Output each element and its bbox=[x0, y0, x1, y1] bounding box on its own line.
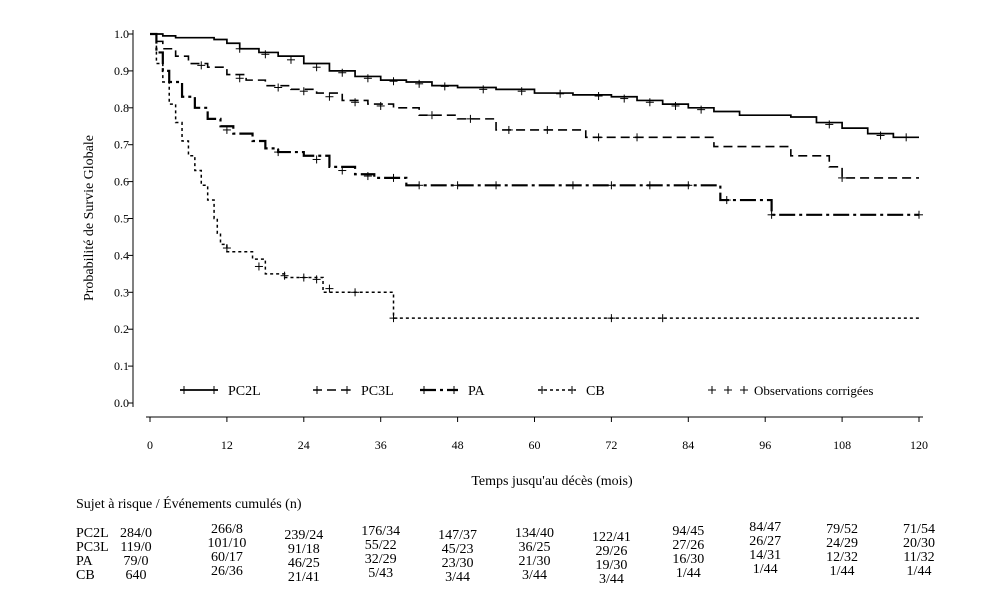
risk-cell-pc3l: 24/29 bbox=[826, 536, 859, 551]
series-pa bbox=[150, 32, 923, 219]
risk-row-label-pc2l: PC2L bbox=[76, 526, 109, 541]
y-axis-label: Probabilité de Survie Globale bbox=[82, 135, 97, 301]
risk-cell-pc3l: 26/27 bbox=[749, 534, 782, 549]
y-tick-label: 0.4 bbox=[114, 248, 129, 262]
y-tick-label: 0.8 bbox=[114, 101, 129, 115]
y-tick-label: 0.5 bbox=[114, 212, 129, 226]
x-axis-label: Temps jusqu'au décès (mois) bbox=[471, 474, 633, 489]
risk-cell-cb: 1/44 bbox=[675, 566, 701, 581]
risk-cell-cb: 640 bbox=[125, 568, 147, 583]
risk-table-title: Sujet à risque / Événements cumulés (n) bbox=[76, 497, 302, 512]
x-tick-label: 60 bbox=[529, 438, 541, 452]
risk-row-label-pa: PA bbox=[76, 554, 93, 569]
y-tick-label: 0.7 bbox=[114, 138, 129, 152]
survival-curve-pa bbox=[150, 32, 919, 216]
y-tick-label: 0.0 bbox=[114, 396, 129, 410]
risk-cell-pc2l: 134/40 bbox=[515, 526, 554, 541]
risk-cell-pc2l: 71/54 bbox=[903, 522, 935, 537]
risk-cell-pc3l: 55/22 bbox=[364, 538, 397, 553]
risk-cell-pa: 21/30 bbox=[518, 554, 551, 569]
survival-curve-cb bbox=[150, 33, 919, 319]
axes: 0.0 0.1 0.2 0.3 0.4 0.5 0.6 0.7 0.8 0.9 1.0 0 12 24 36… bbox=[114, 27, 928, 452]
x-tick-label: 24 bbox=[298, 438, 310, 452]
risk-cell-pc3l: 20/30 bbox=[903, 536, 935, 551]
legend-label-censored: Observations corrigées bbox=[754, 383, 874, 398]
survival-chart: 0.0 0.1 0.2 0.3 0.4 0.5 0.6 0.7 0.8 0.9 1.0 0 12 24 36… bbox=[82, 27, 928, 489]
x-tick-label: 108 bbox=[833, 438, 851, 452]
y-tick-label: 0.6 bbox=[114, 175, 129, 189]
risk-cell-pa: 32/29 bbox=[364, 552, 397, 567]
risk-cell-cb: 5/43 bbox=[368, 566, 394, 581]
risk-cell-cb: 26/36 bbox=[210, 564, 243, 579]
risk-cell-pc2l: 84/47 bbox=[749, 520, 782, 535]
risk-cell-pa: 60/17 bbox=[210, 550, 243, 565]
y-tick-label: 0.1 bbox=[114, 359, 129, 373]
series-pc2l bbox=[150, 33, 919, 142]
x-tick-label: 96 bbox=[759, 438, 771, 452]
risk-cell-pc3l: 91/18 bbox=[287, 542, 320, 557]
legend-label-pc3l: PC3L bbox=[361, 384, 394, 399]
legend-label-cb: CB bbox=[586, 384, 605, 399]
risk-cell-cb: 1/44 bbox=[906, 564, 932, 579]
legend-label-pa: PA bbox=[468, 384, 486, 399]
survival-curve-pc2l bbox=[150, 33, 919, 139]
series-layer bbox=[150, 32, 923, 323]
risk-cell-cb: 3/44 bbox=[522, 568, 547, 583]
risk-cell-cb: 3/44 bbox=[598, 572, 624, 587]
risk-cell-pc3l: 36/25 bbox=[518, 540, 551, 555]
x-tick-label: 12 bbox=[221, 438, 233, 452]
risk-cell-cb: 3/44 bbox=[445, 570, 471, 585]
x-tick-label: 84 bbox=[682, 438, 694, 452]
risk-cell-cb: 1/44 bbox=[752, 562, 778, 577]
risk-cell-pc2l: 79/52 bbox=[826, 522, 859, 537]
risk-cell-pa: 79/0 bbox=[123, 554, 149, 569]
risk-cell-cb: 21/41 bbox=[287, 570, 320, 585]
x-tick-label: 48 bbox=[452, 438, 464, 452]
risk-cell-pc3l: 27/26 bbox=[672, 538, 705, 553]
risk-cell-pa: 12/32 bbox=[826, 550, 859, 565]
risk-cell-pa: 16/30 bbox=[672, 552, 705, 567]
risk-cell-pa: 19/30 bbox=[595, 558, 628, 573]
x-tick-label: 0 bbox=[147, 438, 153, 452]
x-tick-label: 120 bbox=[910, 438, 928, 452]
risk-cell-pa: 23/30 bbox=[441, 556, 474, 571]
risk-cell-cb: 1/44 bbox=[829, 564, 855, 579]
risk-cell-pa: 14/31 bbox=[749, 548, 782, 563]
y-tick-label: 0.2 bbox=[114, 322, 129, 336]
risk-cell-pc2l: 94/45 bbox=[672, 524, 705, 539]
legend: PC2L PC3L PA CB Observations corrigées bbox=[180, 383, 874, 399]
series-cb bbox=[150, 33, 919, 323]
x-tick-label: 72 bbox=[605, 438, 617, 452]
risk-cell-pc3l: 101/10 bbox=[207, 536, 247, 551]
risk-cell-pc3l: 45/23 bbox=[441, 542, 474, 557]
y-tick-label: 1.0 bbox=[114, 27, 129, 41]
risk-cell-pc2l: 239/24 bbox=[284, 528, 324, 543]
series-pc3l bbox=[150, 33, 919, 182]
risk-row-label-pc3l: PC3L bbox=[76, 540, 109, 555]
y-tick-label: 0.3 bbox=[114, 285, 129, 299]
risk-row-label-cb: CB bbox=[76, 568, 95, 583]
risk-cell-pc2l: 122/41 bbox=[591, 530, 631, 545]
legend-label-pc2l: PC2L bbox=[228, 384, 261, 399]
risk-cell-pc2l: 176/34 bbox=[361, 524, 401, 539]
risk-cell-pc3l: 29/26 bbox=[595, 544, 628, 559]
risk-cell-pc2l: 266/8 bbox=[210, 522, 243, 537]
risk-cell-pa: 46/25 bbox=[287, 556, 320, 571]
y-tick-label: 0.9 bbox=[114, 64, 129, 78]
x-tick-label: 36 bbox=[375, 438, 387, 452]
risk-cell-pc3l: 119/0 bbox=[120, 540, 152, 555]
risk-cell-pc2l: 284/0 bbox=[120, 526, 152, 541]
risk-cell-pc2l: 147/37 bbox=[438, 528, 478, 543]
risk-cell-pa: 11/32 bbox=[903, 550, 935, 565]
